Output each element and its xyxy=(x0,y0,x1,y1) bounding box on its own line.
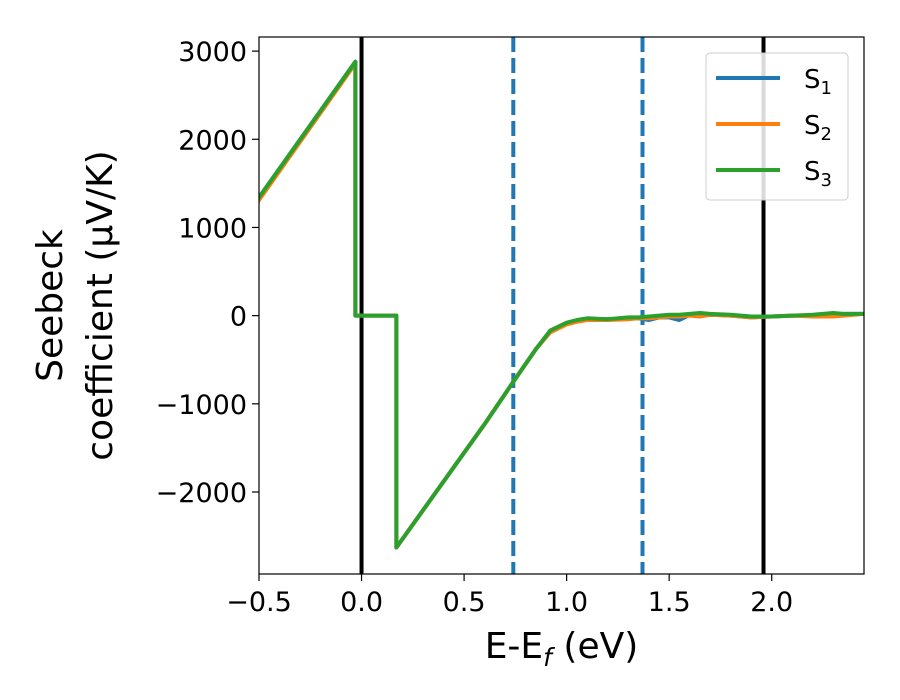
plot-frame xyxy=(258,36,865,575)
y-tick-label: 2000 xyxy=(178,125,247,156)
series-lines xyxy=(259,59,864,550)
y-tick-label: 3000 xyxy=(178,37,247,68)
x-axis-label: E-Ef (eV) xyxy=(485,626,639,672)
y-axis-ticks: −2000 −1000 0 1000 2000 3000 xyxy=(156,37,259,509)
x-axis-label-unit: (eV) xyxy=(552,626,638,667)
legend-label-s2: S2 xyxy=(804,111,832,145)
legend-label-s3: S3 xyxy=(804,157,832,191)
x-tick-label: 2.0 xyxy=(750,587,793,618)
y-axis-label: Seebeck coefficient (μV/K) xyxy=(30,150,121,460)
x-tick-label: 1.0 xyxy=(545,587,588,618)
x-axis-ticks: −0.5 0.0 0.5 1.0 1.5 2.0 xyxy=(226,574,793,618)
y-axis-label-line1: Seebeck xyxy=(30,229,71,382)
legend-label-s1: S1 xyxy=(804,65,832,99)
y-tick-label: 0 xyxy=(230,302,247,333)
legend: S1 S2 S3 xyxy=(705,52,849,201)
y-tick-label: 1000 xyxy=(178,213,247,244)
reference-lines xyxy=(359,37,766,574)
series-line-s3 xyxy=(259,59,864,550)
x-tick-label: −0.5 xyxy=(226,587,292,618)
y-tick-label: −1000 xyxy=(156,390,247,421)
x-tick-label: 0.0 xyxy=(340,587,383,618)
x-tick-label: 0.5 xyxy=(443,587,486,618)
x-axis-label-main: E-E xyxy=(485,626,543,667)
legend-box xyxy=(705,52,849,201)
y-axis-label-line2: coefficient (μV/K) xyxy=(80,150,121,460)
y-tick-label: −2000 xyxy=(156,478,247,509)
x-tick-label: 1.5 xyxy=(648,587,691,618)
